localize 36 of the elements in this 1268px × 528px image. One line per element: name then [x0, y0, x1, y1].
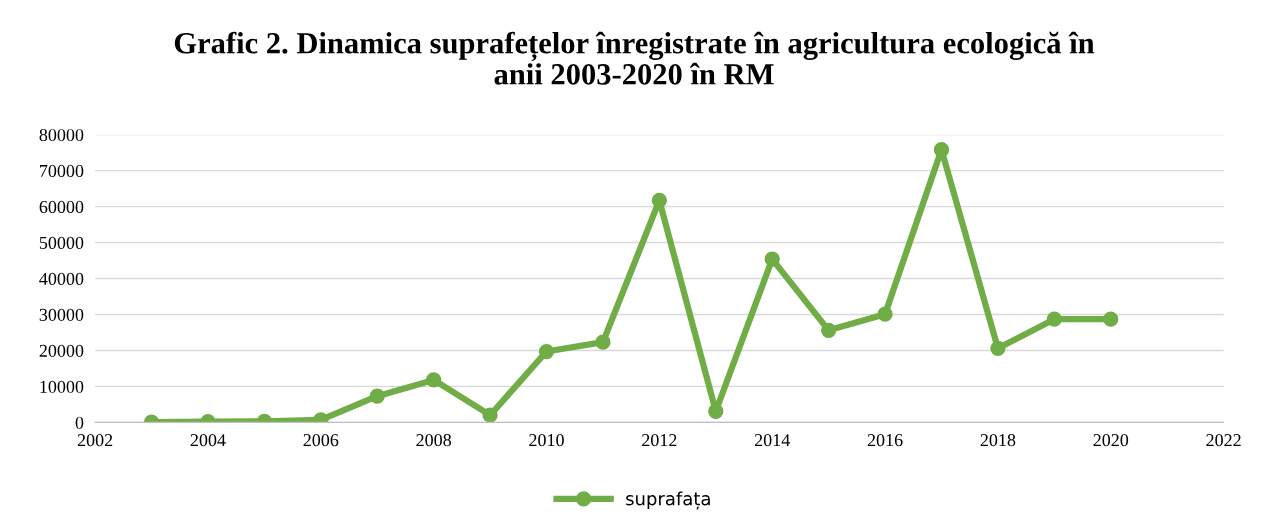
- x-tick-label: 2020: [1093, 434, 1129, 447]
- x-tick-label: 2008: [416, 434, 452, 447]
- y-tick-label: 0: [75, 416, 84, 429]
- y-tick-label: 20000: [39, 344, 84, 357]
- point: [426, 372, 442, 388]
- y-tick-label: 50000: [39, 236, 84, 249]
- point: [820, 322, 837, 338]
- point: [369, 388, 385, 404]
- chart-title: Grafic 2. Dinamica suprafețelor înregistrate în agricultura ecologică în anii 2003-2020 în RM: [174, 31, 1095, 85]
- x-tick-label: 2016: [867, 434, 903, 447]
- y-tick-label: 60000: [39, 200, 84, 214]
- x-tick-label: 2018: [980, 434, 1016, 447]
- point: [764, 251, 780, 267]
- point: [1046, 311, 1062, 327]
- y-tick-label: 70000: [40, 164, 84, 178]
- point: [990, 340, 1006, 356]
- point: [877, 306, 893, 322]
- y-tick-label: 30000: [39, 308, 84, 321]
- y-tick-label: 10000: [40, 380, 84, 393]
- y-tick-label: 40000: [39, 272, 84, 285]
- x-tick-label: 2006: [303, 434, 339, 447]
- x-tick-label: 2014: [754, 434, 790, 447]
- point: [1103, 311, 1119, 327]
- x-tick-label: 2004: [190, 434, 226, 447]
- point: [651, 192, 667, 209]
- x-tick-label: 2012: [642, 434, 677, 447]
- point: [933, 142, 950, 158]
- x-tick-label: 2010: [529, 434, 564, 447]
- point: [595, 334, 611, 350]
- point: [538, 343, 555, 360]
- legend-label: suprafața: [626, 491, 710, 510]
- point: [708, 403, 724, 419]
- x-tick-label: 2002: [77, 434, 113, 447]
- x-tick-label: 2022: [1206, 434, 1241, 447]
- y-tick-label: 80000: [39, 128, 84, 142]
- point: [482, 407, 498, 423]
